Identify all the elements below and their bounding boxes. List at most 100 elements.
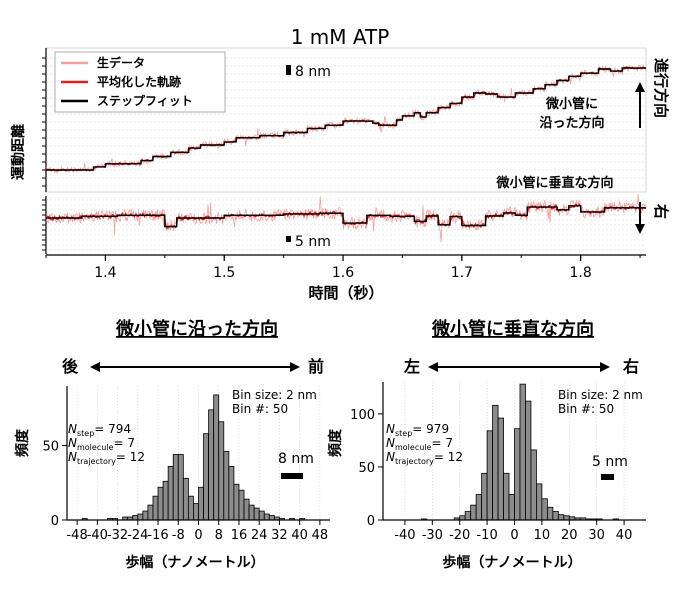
hist-along-bar bbox=[142, 510, 149, 521]
hist-perp-bar bbox=[486, 430, 493, 521]
hist-perp-scalebar-label: 5 nm bbox=[592, 454, 628, 470]
hist-along-bar bbox=[177, 454, 184, 521]
label-forward: 進行方向 bbox=[652, 58, 670, 118]
trace-perp-step-fit bbox=[46, 205, 646, 228]
hist-along-xtick-label: -16 bbox=[147, 528, 168, 543]
trace-xtick-label: 1.7 bbox=[451, 265, 473, 281]
hist-along-bar bbox=[228, 465, 235, 521]
hist-perp-bar bbox=[508, 494, 515, 521]
hist-perp-xtick-label: -40 bbox=[394, 528, 415, 543]
hist-along-bar bbox=[268, 515, 275, 521]
hist-along-bar bbox=[248, 504, 255, 521]
hist-perp-bincount: Bin #: 50 bbox=[558, 402, 614, 416]
hist-along-xtick-label: -40 bbox=[87, 528, 108, 543]
hist-perp-bar bbox=[557, 514, 565, 521]
hist-along-nmolecule-value: 7 bbox=[127, 436, 135, 450]
hist-along-scalebar bbox=[281, 473, 303, 479]
trace-legend: 生データ 平均化した軌跡 ステップフィット bbox=[54, 51, 226, 113]
hist-along-bar bbox=[152, 495, 159, 521]
hist-perp-bar bbox=[536, 483, 543, 521]
hist-perp-xtick-label: 0 bbox=[510, 528, 518, 543]
hist-along-bar bbox=[208, 409, 215, 521]
label-along-line2: 沿った方向 bbox=[539, 115, 604, 131]
hist-along-xtick-label: -8 bbox=[172, 528, 185, 543]
hist-perp-ntrajectory-value: 12 bbox=[448, 450, 463, 464]
hist-along-bar bbox=[203, 433, 210, 521]
label-along-line1: 微小管に bbox=[545, 96, 598, 112]
trace-xlabel: 時間（秒） bbox=[308, 284, 383, 302]
hist-perp-xtick-label: 30 bbox=[588, 528, 605, 543]
hist-along-bar bbox=[162, 480, 169, 521]
hist-perp-xtick-label: -20 bbox=[449, 528, 470, 543]
trace-perp-raw-data bbox=[45, 194, 647, 243]
hist-perp-xtick-label: 20 bbox=[561, 528, 578, 543]
hist-perp-dir-left: 左 bbox=[403, 357, 420, 376]
legend-fit-label: ステップフィット bbox=[97, 93, 193, 108]
hist-perp-bar bbox=[503, 472, 510, 521]
hist-perp-title: 微小管に垂直な方向 bbox=[431, 318, 594, 340]
hist-perp-bar bbox=[497, 417, 504, 521]
trace-top-yticks bbox=[42, 57, 46, 187]
hist-perp-bar bbox=[481, 472, 488, 521]
histogram-along: 微小管に沿った方向 後 前 頻度 -48-40-32-24-16 -8 0 8 16 24… bbox=[14, 318, 330, 571]
hist-perp-nstep-value: 979 bbox=[426, 422, 449, 436]
hist-along-xlabel: 歩幅（ナノメートル） bbox=[125, 554, 264, 571]
hist-perp-dir-right: 右 bbox=[623, 357, 639, 376]
trace-scalebar-bottom-label: 5 nm bbox=[295, 234, 331, 250]
trace-along-raw-data bbox=[45, 64, 647, 175]
trace-xtick-label: 1.6 bbox=[332, 265, 354, 281]
hist-perp-xtick-label: -30 bbox=[422, 528, 443, 543]
legend-raw-label: 生データ bbox=[97, 55, 145, 70]
hist-along-xtick-label: -24 bbox=[127, 528, 148, 543]
trace-perp-averaged-trace bbox=[45, 202, 647, 229]
trace-top-series bbox=[45, 64, 647, 175]
trace-bottom-gridlines bbox=[46, 199, 646, 251]
hist-perp-axes: -40 -30 -20 -10 0 10 20 30 40 0 50 100 bbox=[350, 382, 646, 543]
hist-along-ylabel: 頻度 bbox=[14, 428, 31, 457]
hist-perp-bar bbox=[563, 515, 570, 521]
hist-perp-bar bbox=[470, 504, 477, 521]
legend-avg-label: 平均化した軌跡 bbox=[97, 74, 181, 89]
trace-title: 1 mM ATP bbox=[291, 25, 390, 49]
hist-along-nstep-value: 794 bbox=[108, 422, 131, 436]
hist-perp-binsize: Bin size: 2 nm bbox=[558, 388, 643, 402]
trace-bottom-series bbox=[45, 194, 647, 243]
hist-along-bar bbox=[253, 507, 260, 521]
hist-along-bar bbox=[198, 486, 204, 521]
trace-scalebar-bottom bbox=[286, 236, 291, 242]
hist-perp-nstep: Nstep= 979 bbox=[386, 422, 449, 438]
hist-perp-bar bbox=[541, 498, 548, 521]
hist-along-xtick-label: -48 bbox=[66, 528, 87, 543]
hist-along-bar bbox=[187, 495, 194, 521]
hist-along-bar bbox=[238, 489, 245, 521]
hist-along-scalebar-label: 8 nm bbox=[278, 451, 314, 467]
trace-scalebar-top bbox=[286, 65, 291, 75]
trace-chart: 1 mM ATP 運動距離 1.4 1.5 1.6 1.7 1.8 時間（秒） 生データ… bbox=[10, 25, 670, 302]
hist-perp-nmolecule: Nmolecule= 7 bbox=[386, 436, 453, 452]
hist-along-bar bbox=[218, 421, 225, 521]
hist-perp-xtick-label: 10 bbox=[534, 528, 551, 543]
hist-along-ytick-label: 50 bbox=[42, 440, 59, 455]
trace-xtick-label: 1.4 bbox=[94, 265, 116, 281]
hist-along-nmolecule: Nmolecule= 7 bbox=[68, 436, 135, 452]
hist-along-bar bbox=[167, 465, 174, 521]
hist-along-xtick-label: 48 bbox=[312, 528, 329, 543]
label-right: 右 bbox=[652, 204, 670, 219]
hist-along-bar bbox=[137, 513, 144, 521]
hist-along-bar bbox=[132, 515, 139, 521]
hist-perp-ytick-label: 50 bbox=[358, 461, 375, 476]
hist-perp-ntrajectory: Ntrajectory= 12 bbox=[386, 450, 463, 466]
trace-xtick-label: 1.5 bbox=[213, 265, 235, 281]
hist-perp-xlabel: 歩幅（ナノメートル） bbox=[442, 554, 581, 571]
hist-along-xtick-label: -32 bbox=[107, 528, 128, 543]
hist-along-bar bbox=[223, 451, 230, 521]
hist-perp-bar bbox=[519, 383, 526, 521]
hist-perp-bar bbox=[525, 400, 532, 521]
hist-along-bar bbox=[157, 486, 164, 521]
hist-along-bar bbox=[182, 477, 189, 521]
hist-along-xtick-label: 16 bbox=[231, 528, 248, 543]
hist-along-dir-right: 前 bbox=[308, 357, 324, 376]
hist-along-xtick-label: 8 bbox=[215, 528, 223, 543]
hist-perp-nmolecule-value: 7 bbox=[445, 436, 453, 450]
